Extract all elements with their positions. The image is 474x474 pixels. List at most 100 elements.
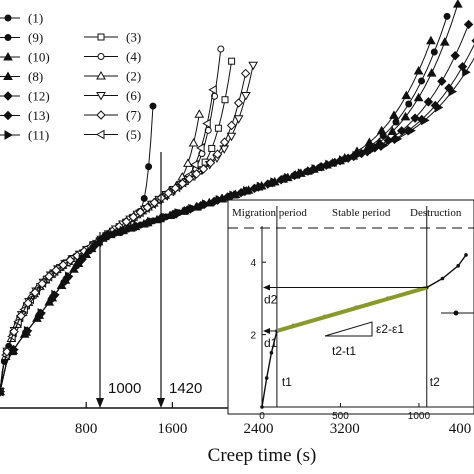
series-point-13-48 (321, 160, 332, 170)
series-point-9-62 (392, 118, 400, 126)
legend-marker-(13) (3, 110, 13, 121)
inset-t2-label: t2 (430, 375, 440, 389)
x-tick-label-2400: 2400 (244, 421, 274, 437)
series-point-13-66 (444, 83, 454, 93)
series-point-13-2 (8, 344, 19, 355)
series-point-13-46 (308, 164, 318, 175)
series-point-6-66 (233, 115, 244, 124)
series-point-13-0 (0, 386, 5, 397)
legend-label-(1): (1) (28, 11, 43, 26)
legend-label-(13): (13) (28, 108, 50, 123)
series-point-13-26 (172, 208, 182, 219)
series-point-7-36 (121, 217, 132, 227)
legend-marker-(8) (3, 71, 13, 80)
series-point-13-12 (76, 255, 87, 265)
inset-d1-label: d1 (264, 336, 278, 350)
series-point-13-28 (185, 204, 196, 214)
inset-phase-2: Destruction (410, 207, 462, 219)
legend-label-(5): (5) (126, 127, 141, 142)
series-point-1-68 (145, 163, 153, 171)
inset-x-tick-label-0: 0 (259, 411, 265, 422)
series-point-13-6 (36, 308, 46, 318)
legend-marker-(5) (95, 129, 105, 140)
series-point-7-64 (219, 137, 230, 147)
series-point-2-68 (188, 138, 199, 147)
series-point-9-66 (418, 77, 426, 85)
inset-run-label: t2-t1 (332, 344, 356, 358)
series-point-9-60 (379, 132, 387, 140)
series-point-7-48 (163, 188, 174, 198)
series-point-10-70 (452, 0, 463, 8)
inset-chart: Migration period Stable period Destruction… (227, 199, 474, 422)
inset-y-tick-label-4: 4 (250, 258, 256, 269)
series-point-7-52 (177, 178, 188, 189)
legend-marker-(6) (96, 92, 106, 101)
inset-d1-arrow (263, 327, 270, 334)
series-point-13-56 (376, 141, 386, 151)
series-point-7-44 (149, 197, 160, 208)
series-point-13-68 (457, 61, 468, 72)
series-point-13-8 (49, 290, 60, 300)
inset-x-tick-label-500: 500 (332, 411, 349, 422)
legend-label-(12): (12) (28, 89, 50, 104)
series-point-7-4 (9, 326, 19, 337)
series-point-2-70 (194, 109, 205, 118)
series-point-7-56 (191, 169, 202, 179)
series-point-13-50 (335, 156, 345, 166)
series-point-12-66 (437, 76, 447, 86)
series-point-8-70 (426, 35, 436, 45)
series-point-13-22 (144, 217, 155, 227)
x-tick-label-400: 400 (449, 421, 472, 437)
series-point-13-62 (417, 114, 427, 125)
creep-curves (0, 0, 474, 397)
series-point-10-64 (413, 92, 424, 102)
inset-point-2 (269, 350, 274, 355)
inset-point-10 (456, 264, 460, 268)
series-point-13-44 (294, 169, 305, 179)
inset-frame (227, 199, 474, 415)
legend-label-(8): (8) (28, 69, 43, 84)
series-point-12-62 (410, 113, 420, 123)
series-point-13-10 (63, 272, 73, 282)
inset-x-tick-label-1000: 1000 (408, 411, 431, 422)
series-point-10-66 (426, 68, 437, 77)
marker-lines: 1000 1420 (96, 152, 202, 408)
series-point-7-16 (51, 265, 61, 275)
marker-label-1000: 1000 (108, 380, 141, 397)
series-point-3-66 (214, 124, 222, 132)
inset-point-1 (264, 376, 269, 380)
legend-marker-(3) (97, 33, 105, 41)
series-point-13-36 (240, 186, 250, 197)
series-point-3-64 (208, 144, 216, 152)
series-point-7-50 (170, 183, 181, 193)
series-13 (0, 38, 474, 397)
series-point-7-62 (212, 149, 223, 159)
series-point-11-68 (462, 67, 471, 78)
series-point-7-60 (205, 158, 216, 168)
legend-marker-(1) (4, 14, 12, 22)
series-point-1-70 (149, 102, 157, 110)
legend-label-(4): (4) (126, 49, 141, 64)
legend-label-(10): (10) (28, 50, 50, 65)
series-point-8-64 (389, 110, 399, 119)
series-point-13-54 (362, 146, 373, 157)
series-point-12-68 (450, 50, 460, 61)
inset-stable-segment (276, 285, 428, 333)
series-point-7-40 (135, 207, 146, 217)
legend-label-(11): (11) (28, 128, 49, 143)
legend-marker-(12) (3, 91, 13, 101)
series-point-13-30 (199, 199, 209, 210)
legend-marker-(7) (96, 110, 106, 120)
inset-legend-marker (453, 310, 459, 316)
series-point-12-70 (463, 19, 474, 30)
series-point-13-14 (90, 240, 100, 250)
series-point-7-6 (16, 311, 26, 321)
series-point-3-68 (221, 96, 229, 104)
series-point-8-66 (401, 90, 412, 100)
inset-t1-label: t1 (282, 375, 292, 389)
series-point-9-70 (443, 12, 451, 20)
series-point-7-68 (233, 98, 244, 108)
inset-rise-label: ε2-ε1 (376, 322, 404, 336)
series-point-6-64 (226, 132, 237, 142)
series-point-8-68 (413, 66, 424, 75)
